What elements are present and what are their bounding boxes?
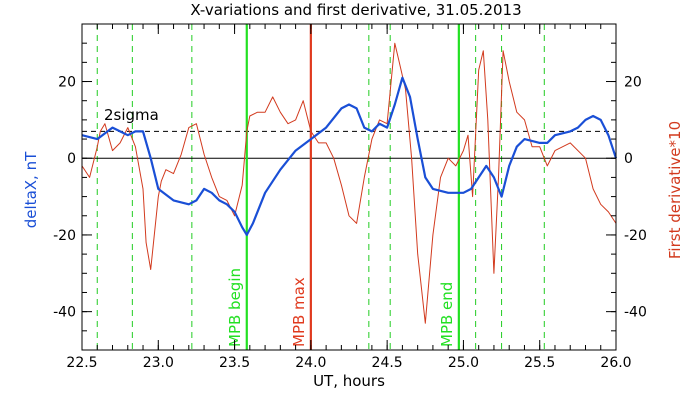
dashed-markers <box>96 24 545 350</box>
chart-title: X-variations and first derivative, 31.05… <box>190 1 521 19</box>
x-tick-label-3: 24.0 <box>295 355 326 371</box>
y-right-tick-label-2: 0 <box>624 151 633 167</box>
y-right-tick-label-3: 20 <box>624 75 642 91</box>
x-tick-label-7: 26.0 <box>600 355 631 371</box>
series-line-0 <box>81 76 618 236</box>
y-axis-right-label: First derivative*10 <box>666 121 684 259</box>
y-axis-left-label: deltaX, nT <box>22 151 40 228</box>
y-axis-left: -40 -20 0 20 <box>53 23 92 351</box>
series-layer <box>81 42 618 324</box>
plot-frame <box>81 23 617 351</box>
series-line-1 <box>81 42 617 324</box>
y-left-tick-label-1: -20 <box>53 228 76 244</box>
x-tick-label-1: 23.0 <box>143 355 174 371</box>
vertical-markers: MPB begin MPB max MPB end <box>226 24 460 350</box>
y-right-tick-label-1: -20 <box>624 228 647 244</box>
vertical-marker-label-2: MPB end <box>438 282 456 347</box>
x-tick-label-4: 24.5 <box>372 355 403 371</box>
y-left-tick-label-3: 20 <box>58 75 76 91</box>
y-axis-right: -40 -20 0 20 <box>606 23 647 351</box>
x-axis: 22.5 23.0 23.5 24.0 24.5 25.0 25.5 26.0 <box>66 24 632 371</box>
x-tick-label-6: 25.5 <box>524 355 555 371</box>
y-left-tick-label-0: -40 <box>53 305 76 321</box>
y-right-tick-label-0: -40 <box>624 305 647 321</box>
level-lines <box>82 130 616 159</box>
vertical-marker-label-0: MPB begin <box>226 268 244 347</box>
x-tick-label-2: 23.5 <box>219 355 250 371</box>
plot-area: MPB begin MPB max MPB end 2sigma <box>81 23 618 351</box>
sigma-label: 2sigma <box>104 106 159 124</box>
y-left-tick-label-2: 0 <box>67 151 76 167</box>
x-tick-label-0: 22.5 <box>66 355 97 371</box>
x-tick-label-5: 25.0 <box>448 355 479 371</box>
x-axis-label: UT, hours <box>313 372 385 390</box>
vertical-marker-label-1: MPB max <box>290 277 308 347</box>
